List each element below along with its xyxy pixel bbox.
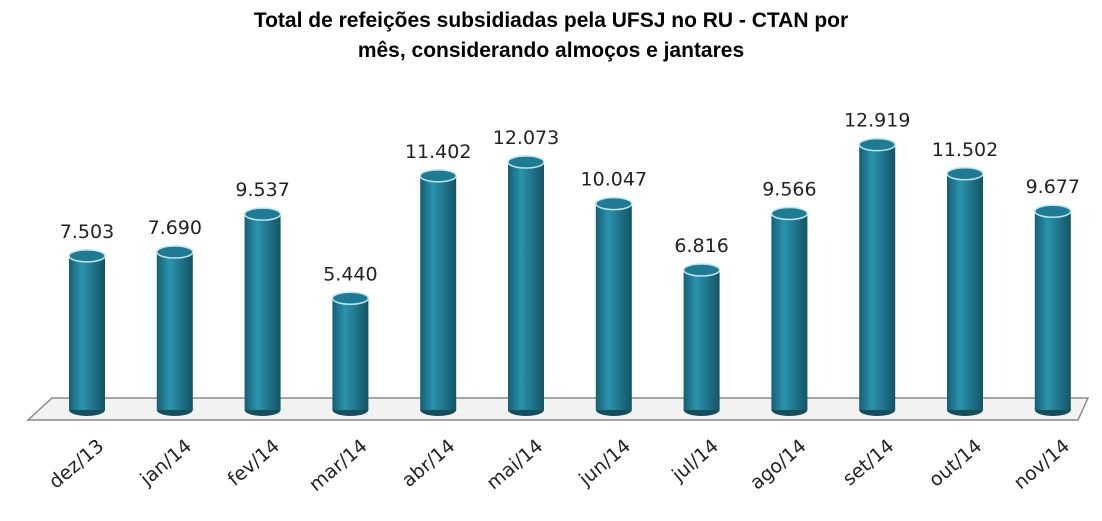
- x-tick-label: set/14: [839, 435, 899, 490]
- bar: [156, 252, 193, 410]
- value-label: 9.566: [762, 179, 816, 201]
- x-tick-label: dez/13: [45, 435, 108, 493]
- value-label: 11.502: [932, 139, 998, 161]
- bar-top: [331, 291, 370, 306]
- bar-top: [770, 206, 809, 221]
- x-tick-label: fev/14: [224, 435, 284, 491]
- bar: [508, 162, 544, 410]
- bar-top: [156, 245, 194, 259]
- x-tick-label: mai/14: [483, 435, 548, 494]
- x-tick-label: mar/14: [305, 435, 372, 496]
- bar-top: [243, 207, 282, 221]
- chart-title: Total de refeições subsidiadas pela UFSJ…: [253, 9, 849, 62]
- x-tick-label: ago/14: [746, 435, 811, 494]
- value-label: 9.537: [235, 179, 289, 201]
- bar-top: [68, 249, 106, 263]
- value-label: 9.677: [1026, 176, 1080, 198]
- bar: [69, 255, 105, 410]
- x-tick-label: abr/14: [398, 435, 460, 492]
- bar-top: [682, 263, 721, 277]
- bar-top: [507, 155, 545, 169]
- bar: [595, 203, 632, 410]
- bar: [244, 214, 281, 410]
- x-tick-label: nov/14: [1010, 435, 1074, 494]
- value-label: 7.503: [60, 221, 114, 243]
- bar-top: [419, 169, 457, 183]
- x-tick-label: jul/14: [667, 435, 723, 487]
- bar-top: [858, 137, 896, 152]
- bar-top: [595, 196, 633, 211]
- value-label: 12.919: [844, 110, 910, 132]
- x-tick-label: jun/14: [574, 435, 635, 491]
- value-label: 7.690: [148, 217, 202, 239]
- bar: [947, 173, 983, 410]
- bar-top: [1034, 204, 1072, 218]
- bar: [1034, 211, 1071, 410]
- value-label: 10.047: [581, 169, 647, 191]
- bar: [683, 270, 720, 410]
- x-tick-label: out/14: [925, 435, 986, 492]
- bar-top: [946, 167, 984, 181]
- bar: [332, 298, 369, 410]
- floor: [26, 397, 1090, 421]
- bar: [420, 175, 457, 410]
- value-label: 5.440: [323, 263, 377, 285]
- x-tick-label: jan/14: [135, 435, 196, 491]
- value-label: 11.402: [405, 141, 471, 163]
- bar: [771, 213, 808, 410]
- bar: [859, 144, 896, 410]
- value-label: 6.816: [674, 235, 728, 257]
- value-label: 12.073: [493, 127, 559, 149]
